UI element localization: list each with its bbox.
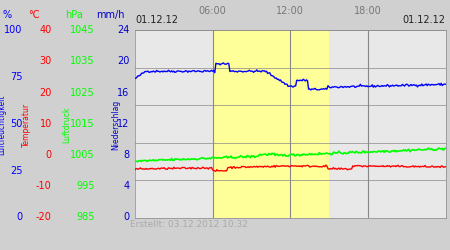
Text: 01.12.12: 01.12.12 [135,15,178,25]
Text: 30: 30 [40,56,52,66]
Text: 10: 10 [40,119,52,129]
Text: 100: 100 [4,25,22,35]
Text: 995: 995 [76,181,94,191]
Text: 1005: 1005 [70,150,94,160]
Text: 24: 24 [117,25,130,35]
Text: 0: 0 [16,212,22,222]
Text: Niederschlag: Niederschlag [112,100,121,150]
Text: Erstellt: 03.12.2012 10:32: Erstellt: 03.12.2012 10:32 [130,220,248,229]
Text: hPa: hPa [65,10,83,20]
Text: 20: 20 [40,88,52,98]
Text: -20: -20 [36,212,52,222]
Text: Luftdruck: Luftdruck [62,107,71,143]
Text: 50: 50 [10,119,22,129]
Text: 01.12.12: 01.12.12 [402,15,446,25]
Text: 8: 8 [123,150,130,160]
Text: 1015: 1015 [70,119,94,129]
Text: 06:00: 06:00 [199,6,226,16]
Text: 985: 985 [76,212,94,222]
Text: 1025: 1025 [70,88,94,98]
Text: 1035: 1035 [70,56,94,66]
Text: 1045: 1045 [70,25,94,35]
Text: Temperatur: Temperatur [22,103,31,147]
Text: mm/h: mm/h [96,10,125,20]
Text: 4: 4 [123,181,130,191]
Bar [290,30,329,218]
Text: 18:00: 18:00 [354,6,382,16]
Text: 25: 25 [10,166,22,175]
Text: Luftfeuchtigkeit: Luftfeuchtigkeit [0,95,6,155]
Text: 16: 16 [117,88,130,98]
Text: 40: 40 [40,25,52,35]
Text: %: % [2,10,11,20]
Text: °C: °C [28,10,40,20]
Text: -10: -10 [36,181,52,191]
Text: 20: 20 [117,56,130,66]
Text: 12: 12 [117,119,130,129]
Bar [212,30,290,218]
Text: 12:00: 12:00 [276,6,304,16]
Text: 0: 0 [45,150,52,160]
Text: 0: 0 [123,212,130,222]
Text: 75: 75 [10,72,22,82]
